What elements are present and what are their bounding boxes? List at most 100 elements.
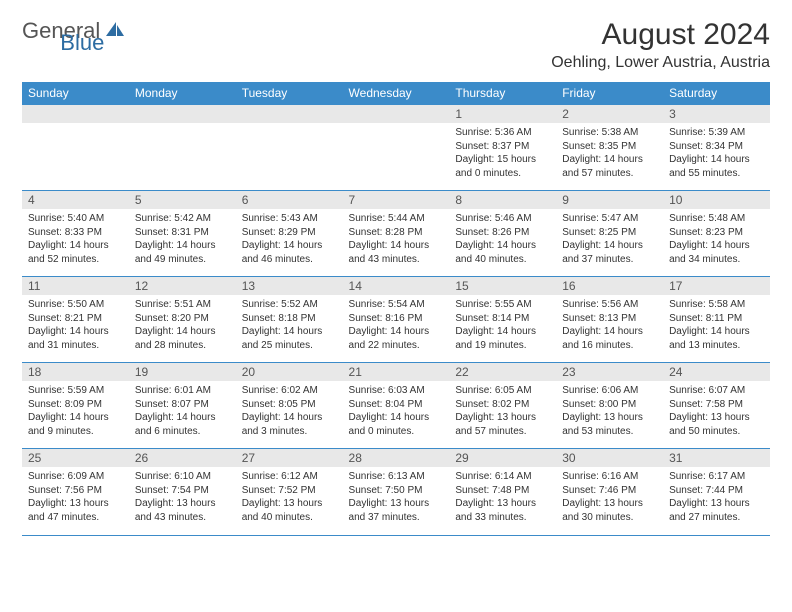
day-number: 23 (556, 363, 663, 381)
day-number: 14 (343, 277, 450, 295)
day-cell: 16Sunrise: 5:56 AMSunset: 8:13 PMDayligh… (556, 277, 663, 363)
weekday-sunday: Sunday (22, 82, 129, 105)
day-info: Sunrise: 5:48 AMSunset: 8:23 PMDaylight:… (663, 209, 770, 269)
day-number-empty (129, 105, 236, 123)
day-number: 21 (343, 363, 450, 381)
day-cell: 20Sunrise: 6:02 AMSunset: 8:05 PMDayligh… (236, 363, 343, 449)
calendar-body: 1Sunrise: 5:36 AMSunset: 8:37 PMDaylight… (22, 105, 770, 535)
day-info: Sunrise: 5:40 AMSunset: 8:33 PMDaylight:… (22, 209, 129, 269)
day-cell: 1Sunrise: 5:36 AMSunset: 8:37 PMDaylight… (449, 105, 556, 191)
day-cell: 26Sunrise: 6:10 AMSunset: 7:54 PMDayligh… (129, 449, 236, 535)
day-number: 20 (236, 363, 343, 381)
day-info: Sunrise: 5:51 AMSunset: 8:20 PMDaylight:… (129, 295, 236, 355)
day-info: Sunrise: 5:52 AMSunset: 8:18 PMDaylight:… (236, 295, 343, 355)
day-info: Sunrise: 5:58 AMSunset: 8:11 PMDaylight:… (663, 295, 770, 355)
day-number: 11 (22, 277, 129, 295)
logo-text-blue: Blue (60, 30, 104, 55)
day-number: 4 (22, 191, 129, 209)
day-cell (343, 105, 450, 191)
day-cell: 13Sunrise: 5:52 AMSunset: 8:18 PMDayligh… (236, 277, 343, 363)
day-info: Sunrise: 6:10 AMSunset: 7:54 PMDaylight:… (129, 467, 236, 527)
day-info: Sunrise: 6:03 AMSunset: 8:04 PMDaylight:… (343, 381, 450, 441)
day-cell: 14Sunrise: 5:54 AMSunset: 8:16 PMDayligh… (343, 277, 450, 363)
day-cell: 11Sunrise: 5:50 AMSunset: 8:21 PMDayligh… (22, 277, 129, 363)
week-row: 18Sunrise: 5:59 AMSunset: 8:09 PMDayligh… (22, 363, 770, 449)
day-cell: 21Sunrise: 6:03 AMSunset: 8:04 PMDayligh… (343, 363, 450, 449)
day-number-empty (343, 105, 450, 123)
day-info: Sunrise: 5:50 AMSunset: 8:21 PMDaylight:… (22, 295, 129, 355)
day-number: 19 (129, 363, 236, 381)
day-info: Sunrise: 5:54 AMSunset: 8:16 PMDaylight:… (343, 295, 450, 355)
day-cell: 15Sunrise: 5:55 AMSunset: 8:14 PMDayligh… (449, 277, 556, 363)
day-number: 31 (663, 449, 770, 467)
weekday-friday: Friday (556, 82, 663, 105)
day-info: Sunrise: 5:59 AMSunset: 8:09 PMDaylight:… (22, 381, 129, 441)
day-info: Sunrise: 6:12 AMSunset: 7:52 PMDaylight:… (236, 467, 343, 527)
day-number: 3 (663, 105, 770, 123)
day-number: 29 (449, 449, 556, 467)
day-info: Sunrise: 5:36 AMSunset: 8:37 PMDaylight:… (449, 123, 556, 183)
day-info: Sunrise: 5:38 AMSunset: 8:35 PMDaylight:… (556, 123, 663, 183)
day-number: 10 (663, 191, 770, 209)
day-cell: 18Sunrise: 5:59 AMSunset: 8:09 PMDayligh… (22, 363, 129, 449)
day-number: 30 (556, 449, 663, 467)
day-number: 9 (556, 191, 663, 209)
day-info: Sunrise: 5:44 AMSunset: 8:28 PMDaylight:… (343, 209, 450, 269)
day-info: Sunrise: 5:46 AMSunset: 8:26 PMDaylight:… (449, 209, 556, 269)
day-info: Sunrise: 6:06 AMSunset: 8:00 PMDaylight:… (556, 381, 663, 441)
day-cell: 5Sunrise: 5:42 AMSunset: 8:31 PMDaylight… (129, 191, 236, 277)
day-number: 13 (236, 277, 343, 295)
day-cell: 12Sunrise: 5:51 AMSunset: 8:20 PMDayligh… (129, 277, 236, 363)
day-cell: 10Sunrise: 5:48 AMSunset: 8:23 PMDayligh… (663, 191, 770, 277)
day-cell: 30Sunrise: 6:16 AMSunset: 7:46 PMDayligh… (556, 449, 663, 535)
day-number-empty (236, 105, 343, 123)
day-number: 8 (449, 191, 556, 209)
day-cell: 2Sunrise: 5:38 AMSunset: 8:35 PMDaylight… (556, 105, 663, 191)
week-row: 1Sunrise: 5:36 AMSunset: 8:37 PMDaylight… (22, 105, 770, 191)
day-cell (129, 105, 236, 191)
day-number: 5 (129, 191, 236, 209)
calendar-page: General Blue August 2024 Oehling, Lower … (0, 0, 792, 554)
day-number: 28 (343, 449, 450, 467)
day-info: Sunrise: 6:02 AMSunset: 8:05 PMDaylight:… (236, 381, 343, 441)
day-number-empty (22, 105, 129, 123)
sail-icon (104, 20, 126, 43)
day-cell: 6Sunrise: 5:43 AMSunset: 8:29 PMDaylight… (236, 191, 343, 277)
day-info: Sunrise: 6:13 AMSunset: 7:50 PMDaylight:… (343, 467, 450, 527)
day-cell: 27Sunrise: 6:12 AMSunset: 7:52 PMDayligh… (236, 449, 343, 535)
weekday-monday: Monday (129, 82, 236, 105)
day-number: 16 (556, 277, 663, 295)
day-cell: 8Sunrise: 5:46 AMSunset: 8:26 PMDaylight… (449, 191, 556, 277)
day-cell: 28Sunrise: 6:13 AMSunset: 7:50 PMDayligh… (343, 449, 450, 535)
day-info: Sunrise: 6:01 AMSunset: 8:07 PMDaylight:… (129, 381, 236, 441)
day-number: 18 (22, 363, 129, 381)
day-cell: 24Sunrise: 6:07 AMSunset: 7:58 PMDayligh… (663, 363, 770, 449)
day-number: 6 (236, 191, 343, 209)
day-number: 12 (129, 277, 236, 295)
day-cell: 29Sunrise: 6:14 AMSunset: 7:48 PMDayligh… (449, 449, 556, 535)
day-number: 1 (449, 105, 556, 123)
day-cell: 4Sunrise: 5:40 AMSunset: 8:33 PMDaylight… (22, 191, 129, 277)
day-info: Sunrise: 5:42 AMSunset: 8:31 PMDaylight:… (129, 209, 236, 269)
day-cell (22, 105, 129, 191)
week-row: 4Sunrise: 5:40 AMSunset: 8:33 PMDaylight… (22, 191, 770, 277)
day-info: Sunrise: 6:16 AMSunset: 7:46 PMDaylight:… (556, 467, 663, 527)
day-cell: 3Sunrise: 5:39 AMSunset: 8:34 PMDaylight… (663, 105, 770, 191)
weekday-saturday: Saturday (663, 82, 770, 105)
day-cell: 9Sunrise: 5:47 AMSunset: 8:25 PMDaylight… (556, 191, 663, 277)
day-info: Sunrise: 5:56 AMSunset: 8:13 PMDaylight:… (556, 295, 663, 355)
day-info: Sunrise: 5:43 AMSunset: 8:29 PMDaylight:… (236, 209, 343, 269)
calendar-bottom-border (22, 535, 770, 536)
day-cell: 22Sunrise: 6:05 AMSunset: 8:02 PMDayligh… (449, 363, 556, 449)
logo: General Blue (22, 18, 172, 44)
weekday-thursday: Thursday (449, 82, 556, 105)
day-number: 17 (663, 277, 770, 295)
day-number: 27 (236, 449, 343, 467)
day-number: 2 (556, 105, 663, 123)
month-title: August 2024 (551, 18, 770, 52)
day-number: 25 (22, 449, 129, 467)
day-info: Sunrise: 6:14 AMSunset: 7:48 PMDaylight:… (449, 467, 556, 527)
calendar-table: Sunday Monday Tuesday Wednesday Thursday… (22, 82, 770, 535)
location: Oehling, Lower Austria, Austria (551, 54, 770, 72)
header: General Blue August 2024 Oehling, Lower … (22, 18, 770, 72)
